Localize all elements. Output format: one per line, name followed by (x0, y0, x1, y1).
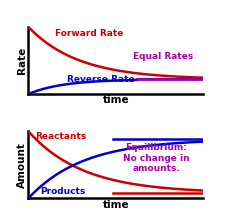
Text: Products: Products (40, 187, 85, 196)
Text: Equilibrium:
No change in
amounts.: Equilibrium: No change in amounts. (122, 143, 189, 173)
Y-axis label: Amount: Amount (17, 142, 27, 188)
Text: Reactants: Reactants (35, 132, 86, 141)
X-axis label: time: time (102, 95, 128, 105)
Y-axis label: Rate: Rate (17, 47, 27, 74)
X-axis label: time: time (102, 200, 128, 210)
Text: Reverse Rate: Reverse Rate (67, 75, 134, 84)
Text: Forward Rate: Forward Rate (54, 29, 122, 37)
Text: Equal Rates: Equal Rates (133, 52, 193, 61)
